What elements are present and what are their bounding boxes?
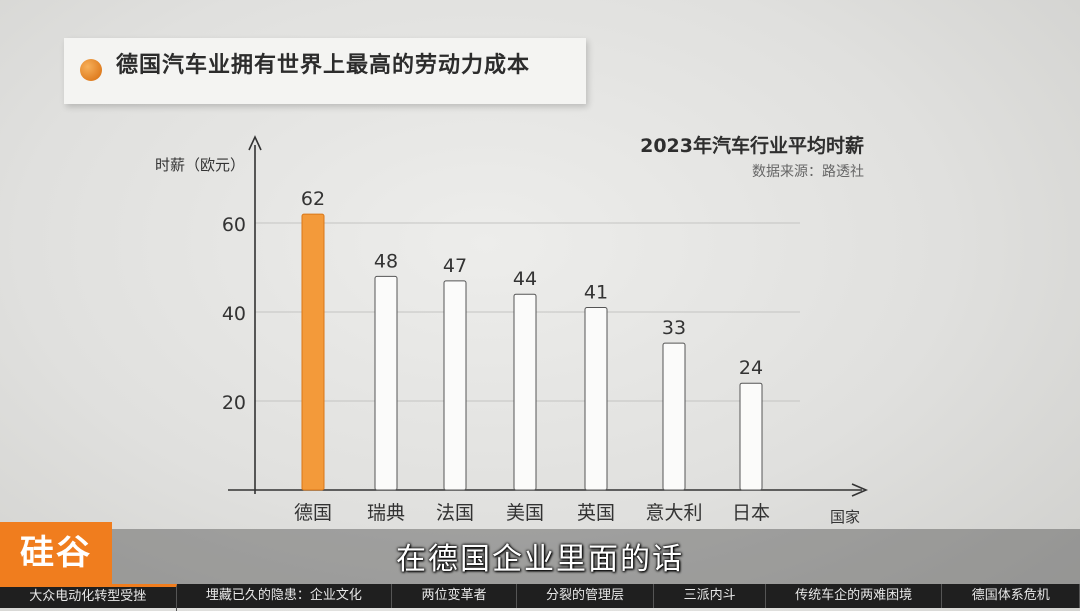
category-label: 英国 <box>577 502 615 524</box>
chapter-3[interactable]: 两位变革者 <box>392 584 517 608</box>
value-label: 41 <box>584 282 608 304</box>
chapter-4[interactable]: 分裂的管理层 <box>517 584 655 608</box>
orange-dot-icon <box>80 59 102 81</box>
bar-瑞典 <box>374 275 398 491</box>
bar-德国 <box>301 213 325 491</box>
x-axis-arrow-icon <box>851 483 869 497</box>
category-label: 法国 <box>436 502 474 524</box>
category-label: 德国 <box>294 502 332 524</box>
y-tick-label: 20 <box>222 392 246 414</box>
value-label: 24 <box>739 357 763 379</box>
category-label: 瑞典 <box>367 502 405 524</box>
value-label: 62 <box>301 188 325 210</box>
bar-日本 <box>739 382 763 491</box>
value-label: 48 <box>374 250 398 272</box>
bar-法国 <box>443 280 467 491</box>
title-banner: 德国汽车业拥有世界上最高的劳动力成本 <box>64 38 586 104</box>
y-tick-label: 60 <box>222 214 246 236</box>
subtitle-backdrop <box>0 529 1080 584</box>
bar-美国 <box>513 293 537 491</box>
chapter-6[interactable]: 传统车企的两难困境 <box>766 584 943 608</box>
x-axis-label: 国家 <box>830 508 860 526</box>
y-tick-label: 40 <box>222 303 246 325</box>
chapter-nav: 大众电动化转型受挫 埋藏已久的隐患：企业文化 两位变革者 分裂的管理层 三派内斗… <box>0 584 1080 611</box>
bar-英国 <box>584 307 608 491</box>
category-label: 美国 <box>506 502 544 524</box>
chart-title: 2023年汽车行业平均时薪 <box>640 134 864 157</box>
banner-title: 德国汽车业拥有世界上最高的劳动力成本 <box>116 53 531 78</box>
chart-source: 数据来源：路透社 <box>752 164 864 180</box>
category-label: 日本 <box>732 502 770 524</box>
chapter-2[interactable]: 埋藏已久的隐患：企业文化 <box>177 584 393 608</box>
value-label: 47 <box>443 255 467 277</box>
value-label: 33 <box>662 317 686 339</box>
value-label: 44 <box>513 268 537 290</box>
bar-意大利 <box>662 342 686 491</box>
channel-logo: 硅谷 <box>0 522 112 584</box>
y-axis-label: 时薪（欧元） <box>155 156 245 174</box>
video-subtitle: 在德国企业里面的话 <box>396 542 684 577</box>
bar-chart: 20 40 60 62 德国 48 瑞典 47 法国 44 美国 41 英国 33 意大利 24 日本 时薪（欧元… <box>155 134 869 526</box>
chapter-7[interactable]: 德国体系危机 <box>942 584 1080 608</box>
chapter-5[interactable]: 三派内斗 <box>654 584 766 608</box>
chapter-1[interactable]: 大众电动化转型受挫 <box>0 584 177 611</box>
y-axis-arrow-icon <box>248 135 262 151</box>
category-label: 意大利 <box>645 502 702 524</box>
